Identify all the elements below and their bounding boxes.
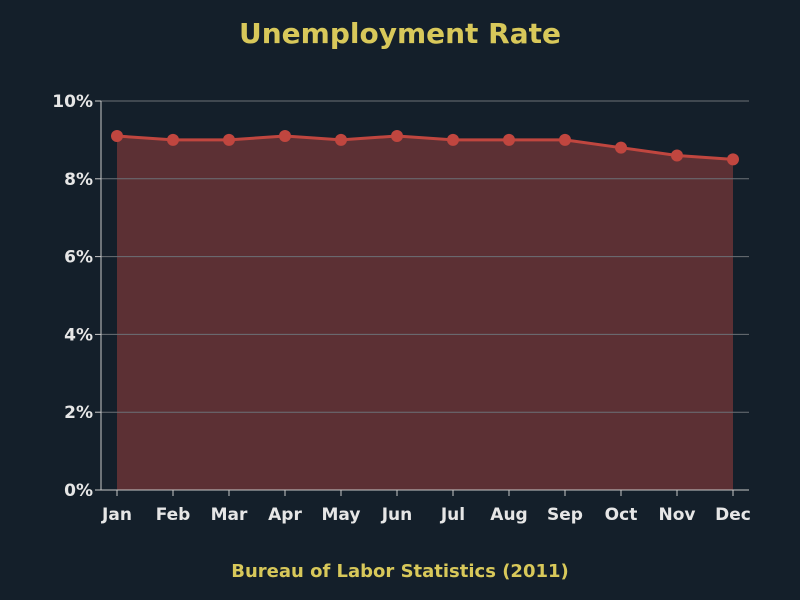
data-point (391, 130, 403, 143)
x-tick-label: Sep (547, 505, 583, 525)
y-tick-label: 8% (64, 170, 93, 190)
data-points (111, 130, 739, 166)
x-tick-labels: Jan Feb Mar Apr May Jun Jul Aug Sep Oct Nov Dec (101, 505, 751, 525)
chart-title: Unemployment Rate (238, 17, 562, 50)
data-point (559, 133, 571, 146)
data-point (167, 133, 179, 146)
x-tick-label: Jan (101, 505, 132, 525)
area-series (117, 136, 733, 490)
data-point (447, 133, 459, 146)
x-tick-label: May (322, 505, 361, 525)
data-point (671, 149, 683, 162)
x-tick-label: Apr (268, 505, 302, 525)
x-tick-label: Nov (659, 505, 696, 525)
x-tick-label: Oct (605, 505, 638, 525)
area-fill (117, 136, 733, 490)
data-point (223, 133, 235, 146)
series-line (116, 134, 734, 161)
data-point (615, 141, 627, 154)
x-tick-label: Mar (211, 505, 248, 525)
x-tick-label: Jul (440, 505, 465, 525)
line-series (116, 134, 734, 161)
data-point (727, 153, 739, 166)
gridlines (101, 100, 749, 413)
data-point (279, 130, 291, 143)
x-tick-label: Dec (715, 505, 751, 525)
x-tick-label: Jun (381, 505, 413, 525)
data-point (335, 133, 347, 146)
chart-source: Bureau of Labor Statistics (2011) (231, 561, 569, 582)
y-tick-label: 2% (64, 403, 93, 423)
axes (95, 100, 749, 496)
data-point (111, 130, 123, 143)
y-tick-labels: 0% 2% 4% 6% 8% 10% (52, 92, 93, 501)
data-point (503, 133, 515, 146)
x-tick-label: Feb (156, 505, 191, 525)
y-tick-label: 0% (64, 481, 93, 501)
x-tick-label: Aug (490, 505, 527, 525)
y-tick-label: 10% (52, 92, 93, 112)
y-tick-label: 4% (64, 325, 93, 345)
y-tick-label: 6% (64, 248, 93, 268)
